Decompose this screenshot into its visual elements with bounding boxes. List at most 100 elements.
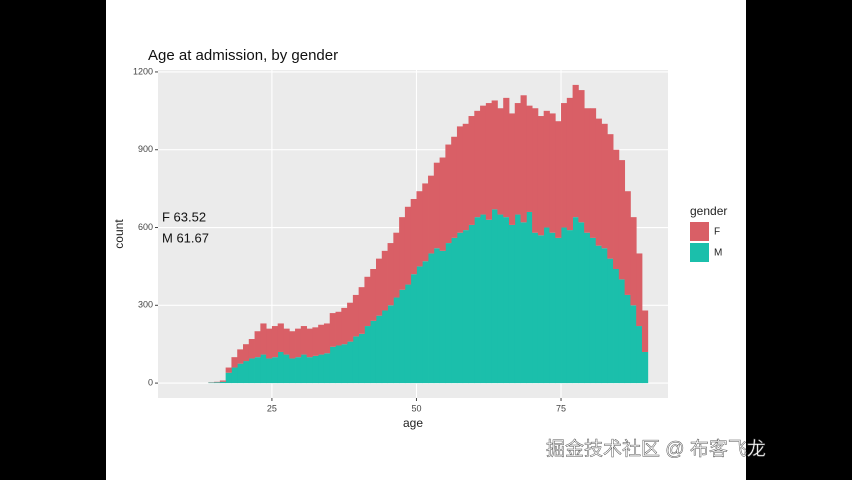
bar <box>549 232 556 384</box>
bar <box>578 222 585 384</box>
bar <box>480 105 487 215</box>
bar <box>566 97 573 231</box>
bar <box>399 289 406 384</box>
bar <box>271 326 279 358</box>
bar <box>225 367 232 373</box>
y-axis-label: count <box>112 219 126 249</box>
bar <box>613 149 620 270</box>
bar <box>219 381 227 384</box>
bar <box>595 245 602 384</box>
bar <box>636 253 643 327</box>
bar <box>341 307 348 345</box>
bar <box>456 126 464 233</box>
bar <box>491 100 498 210</box>
x-tick-label: 50 <box>411 403 421 413</box>
bar <box>561 103 568 228</box>
legend-label: M <box>714 248 722 259</box>
bar <box>295 357 302 384</box>
bar <box>208 382 215 384</box>
bar <box>243 344 250 362</box>
legend-key <box>690 243 709 262</box>
bar <box>387 243 394 306</box>
bar <box>480 214 487 384</box>
bar <box>641 351 649 384</box>
bar <box>312 355 319 384</box>
bar <box>589 237 597 384</box>
legend-label: F <box>714 227 720 238</box>
bar <box>243 361 250 384</box>
bar <box>318 324 325 355</box>
bar <box>566 230 573 384</box>
watermark: 掘金技术社区 @ 布客飞龙 <box>546 438 766 460</box>
bar <box>445 144 452 244</box>
bar <box>624 294 631 384</box>
bar <box>520 222 527 384</box>
bar <box>289 358 296 384</box>
bar <box>618 279 626 384</box>
bar <box>283 328 290 355</box>
bar <box>404 206 412 285</box>
bar <box>624 191 631 295</box>
bar <box>474 217 481 384</box>
bar <box>416 191 423 267</box>
bar <box>613 269 620 384</box>
bar <box>468 116 475 225</box>
bar <box>347 302 354 342</box>
bar <box>318 354 325 384</box>
bar <box>410 274 417 384</box>
bar <box>306 328 313 358</box>
bar <box>601 248 608 384</box>
bar <box>572 217 579 384</box>
y-tick-label: 0 <box>148 377 153 387</box>
bar <box>422 261 429 384</box>
bar <box>462 230 469 384</box>
bar <box>248 339 255 359</box>
bar <box>537 235 545 384</box>
bar <box>549 113 556 233</box>
bar <box>341 344 348 384</box>
bar <box>295 328 302 358</box>
y-tick-label: 1200 <box>133 66 153 76</box>
bar <box>561 227 568 384</box>
bar <box>630 305 637 384</box>
bar <box>630 217 637 306</box>
bar <box>375 258 383 316</box>
bar <box>462 123 469 231</box>
bar <box>231 357 238 368</box>
bar <box>433 248 440 384</box>
bar <box>410 198 417 275</box>
bar <box>277 323 284 352</box>
bar <box>584 232 591 384</box>
bar <box>404 284 412 384</box>
y-tick-label: 900 <box>138 144 153 154</box>
bar <box>214 382 221 384</box>
bar <box>329 346 336 384</box>
bar <box>254 357 261 384</box>
bar <box>514 214 521 384</box>
legend-key <box>690 222 709 241</box>
bar <box>578 90 585 223</box>
bar <box>237 349 244 364</box>
bar <box>323 353 331 384</box>
bar <box>572 84 579 218</box>
bar <box>260 354 267 384</box>
bar <box>277 351 284 384</box>
bar <box>485 219 493 384</box>
bar <box>300 354 308 384</box>
bar <box>491 209 498 384</box>
annotation: F 63.52 <box>162 209 206 224</box>
bar <box>237 363 244 384</box>
bar <box>503 97 510 218</box>
bar <box>636 326 643 384</box>
bar <box>323 323 331 354</box>
bar <box>439 157 446 251</box>
bar <box>508 224 516 384</box>
bar <box>399 217 406 290</box>
y-tick-label: 600 <box>138 222 153 232</box>
bar <box>520 95 527 223</box>
bar <box>584 108 591 233</box>
bar <box>618 160 626 280</box>
bar <box>526 105 533 212</box>
